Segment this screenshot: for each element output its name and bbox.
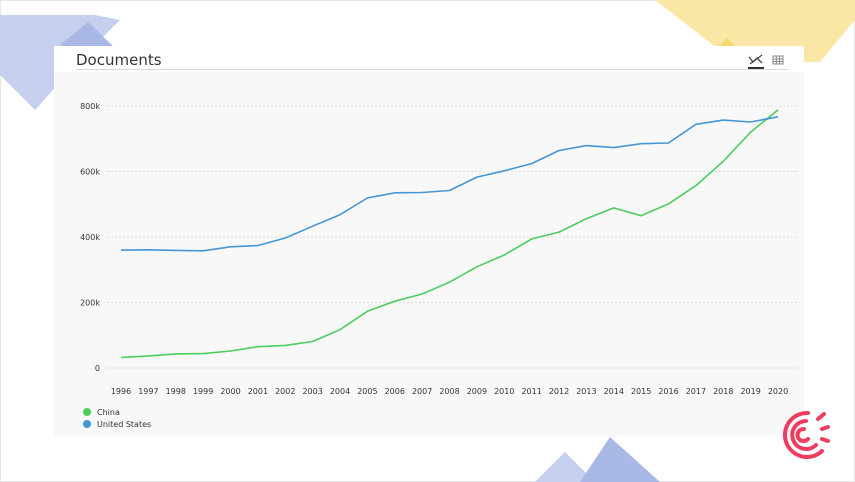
x-tick-label: 2019	[740, 387, 760, 396]
x-tick-label: 1996	[111, 387, 131, 396]
chart-legend: China United States	[83, 406, 151, 430]
x-tick-label: 2006	[385, 387, 405, 396]
x-tick-label: 2016	[658, 387, 678, 396]
legend-item-china[interactable]: China	[83, 406, 151, 418]
chart-title: Documents	[76, 51, 162, 69]
y-tick-label: 200k	[80, 299, 100, 308]
card-header: Documents	[54, 46, 804, 72]
y-tick-label: 800k	[80, 102, 100, 111]
x-tick-label: 2005	[357, 387, 377, 396]
line-chart: 0 200k 400k 600k 800k 1996 1997 1998 1999 2000 200…	[80, 102, 798, 396]
header-divider	[76, 69, 788, 70]
y-tick-label: 400k	[80, 233, 100, 242]
line-chart-view-icon[interactable]	[748, 53, 764, 69]
x-tick-label: 2017	[686, 387, 706, 396]
table-view-icon[interactable]	[772, 53, 788, 67]
x-tick-label: 2020	[768, 387, 788, 396]
legend-marker-china	[83, 408, 91, 416]
brand-logo-icon	[782, 410, 830, 459]
x-tick-label: 2004	[330, 387, 350, 396]
x-tick-label: 2010	[494, 387, 514, 396]
legend-label-china: China	[97, 407, 120, 417]
x-tick-label: 2002	[275, 387, 295, 396]
series-line-china	[120, 109, 779, 359]
x-tick-label: 2009	[467, 387, 487, 396]
x-tick-label: 2003	[302, 387, 322, 396]
x-tick-label: 1998	[166, 387, 186, 396]
series-line-united-states	[120, 116, 779, 252]
x-tick-label: 2012	[549, 387, 569, 396]
x-tick-label: 2011	[521, 387, 541, 396]
x-tick-label: 2001	[248, 387, 268, 396]
x-tick-label: 2008	[439, 387, 459, 396]
y-tick-label: 600k	[80, 168, 100, 177]
legend-marker-united-states	[83, 420, 91, 428]
x-tick-label: 2015	[631, 387, 651, 396]
x-tick-label: 2007	[412, 387, 432, 396]
x-tick-label: 1997	[138, 387, 158, 396]
x-tick-label: 2013	[576, 387, 596, 396]
x-tick-label: 2018	[713, 387, 733, 396]
legend-label-united-states: United States	[97, 419, 152, 429]
x-tick-label: 2000	[220, 387, 240, 396]
decor-bottom	[535, 437, 660, 482]
x-tick-label: 2014	[604, 387, 624, 396]
y-tick-label: 0	[95, 364, 100, 373]
legend-item-united-states[interactable]: United States	[83, 418, 151, 430]
chart-card: Documents 0 200k 400k 600k 800k 1996 1997 1998 1…	[54, 46, 804, 437]
x-tick-label: 1999	[193, 387, 213, 396]
